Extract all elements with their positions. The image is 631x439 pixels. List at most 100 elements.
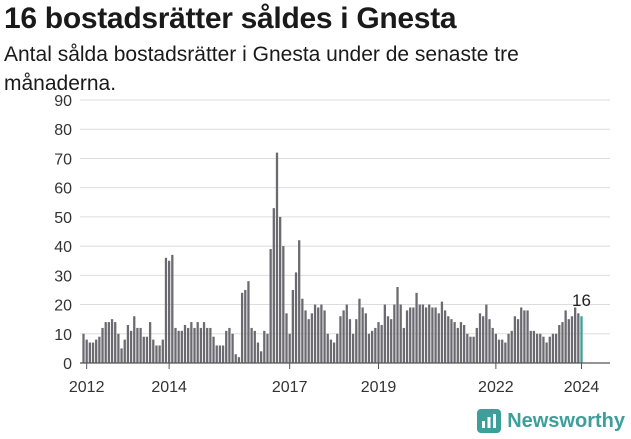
bar (323, 310, 326, 363)
bar (336, 333, 339, 363)
bar (206, 327, 209, 363)
bar (88, 342, 91, 363)
bar (462, 325, 466, 363)
bar (158, 345, 161, 363)
bar (199, 327, 203, 363)
bar (304, 310, 307, 363)
y-tick-label: 30 (54, 268, 72, 285)
bar (342, 310, 345, 363)
bar (574, 307, 577, 363)
bar (215, 345, 218, 363)
bar (126, 325, 130, 363)
bar (123, 339, 126, 363)
bar (393, 304, 396, 363)
bar (485, 304, 488, 363)
bar (228, 327, 231, 363)
bar (129, 330, 133, 363)
bar (545, 342, 548, 363)
bar (431, 307, 434, 363)
bar (110, 319, 114, 363)
bar (320, 304, 323, 363)
bar (469, 336, 472, 363)
bar (488, 319, 491, 363)
x-tick-label: 2017 (272, 379, 308, 396)
x-tick-label: 2012 (69, 379, 105, 396)
bar (212, 336, 215, 363)
y-tick-label: 80 (54, 122, 72, 139)
bar (409, 307, 412, 363)
bar (532, 330, 536, 363)
y-tick-label: 90 (54, 93, 72, 110)
bar (504, 342, 507, 363)
y-tick-label: 60 (54, 181, 72, 198)
bar (237, 357, 241, 363)
bar (196, 322, 199, 363)
bar (443, 310, 447, 363)
bar (520, 307, 523, 363)
bar (244, 289, 247, 363)
bar (202, 322, 206, 363)
bar (351, 333, 355, 363)
bar (85, 339, 88, 363)
bar (234, 354, 237, 363)
y-tick-label: 70 (54, 151, 72, 168)
bar (120, 348, 123, 363)
bar (437, 313, 440, 363)
bar (510, 330, 513, 363)
latest-value-label: 16 (572, 291, 591, 310)
bar (136, 327, 139, 363)
bar (390, 319, 393, 363)
bar (155, 345, 158, 363)
bar (256, 342, 260, 363)
bar (456, 327, 459, 363)
bar (482, 316, 485, 363)
bar (133, 316, 136, 363)
brand-logo: Newsworthy (477, 409, 625, 433)
bar (114, 322, 117, 363)
bar (329, 339, 333, 363)
bar (348, 319, 352, 363)
bar-chart-logo-icon (477, 409, 502, 433)
bar (535, 333, 539, 363)
bar (180, 330, 183, 363)
bar-latest (580, 316, 583, 363)
bar (551, 333, 555, 363)
bar (561, 322, 564, 363)
bar (117, 333, 120, 363)
bar (298, 240, 301, 363)
bar (453, 322, 456, 363)
bar (386, 316, 390, 363)
bar (247, 281, 250, 363)
bar (459, 322, 463, 363)
bar (548, 336, 551, 363)
bar (412, 307, 415, 363)
bar (494, 333, 497, 363)
bar (332, 342, 336, 363)
bar (542, 336, 545, 363)
bar (266, 333, 269, 363)
bar (364, 313, 367, 363)
bar (421, 304, 425, 363)
bar (313, 304, 317, 363)
bar (263, 330, 266, 363)
bar (399, 304, 402, 363)
bar (577, 313, 580, 363)
bar (554, 333, 558, 363)
bar (380, 325, 383, 363)
bar (491, 327, 494, 363)
bar (107, 322, 111, 363)
bar (168, 260, 171, 363)
bar (475, 327, 478, 363)
y-tick-label: 10 (54, 327, 72, 344)
bar (152, 339, 155, 363)
bar (307, 319, 310, 363)
bar (104, 322, 107, 363)
bar (564, 310, 567, 363)
y-tick-label: 50 (54, 210, 72, 227)
bar (377, 322, 380, 363)
bar (161, 339, 164, 363)
bar (164, 257, 168, 363)
bar (279, 216, 282, 363)
bar (361, 307, 364, 363)
